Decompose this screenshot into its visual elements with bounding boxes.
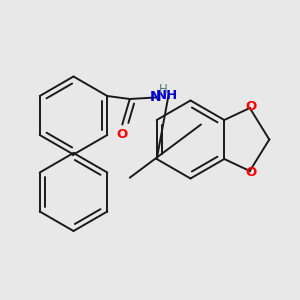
Text: O: O: [117, 128, 128, 141]
Text: O: O: [246, 166, 257, 179]
Text: NH: NH: [156, 89, 178, 102]
Text: H: H: [158, 83, 167, 96]
Text: N: N: [150, 90, 161, 104]
Text: O: O: [246, 100, 257, 113]
